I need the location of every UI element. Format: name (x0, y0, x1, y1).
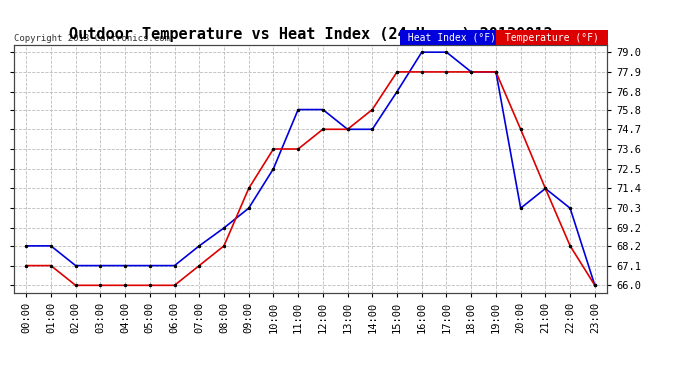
Text: Copyright 2013 Cartronics.com: Copyright 2013 Cartronics.com (14, 33, 170, 42)
Title: Outdoor Temperature vs Heat Index (24 Hours) 20130812: Outdoor Temperature vs Heat Index (24 Ho… (69, 27, 552, 42)
Text: Temperature (°F): Temperature (°F) (499, 33, 605, 42)
Text: Heat Index (°F): Heat Index (°F) (402, 33, 502, 42)
